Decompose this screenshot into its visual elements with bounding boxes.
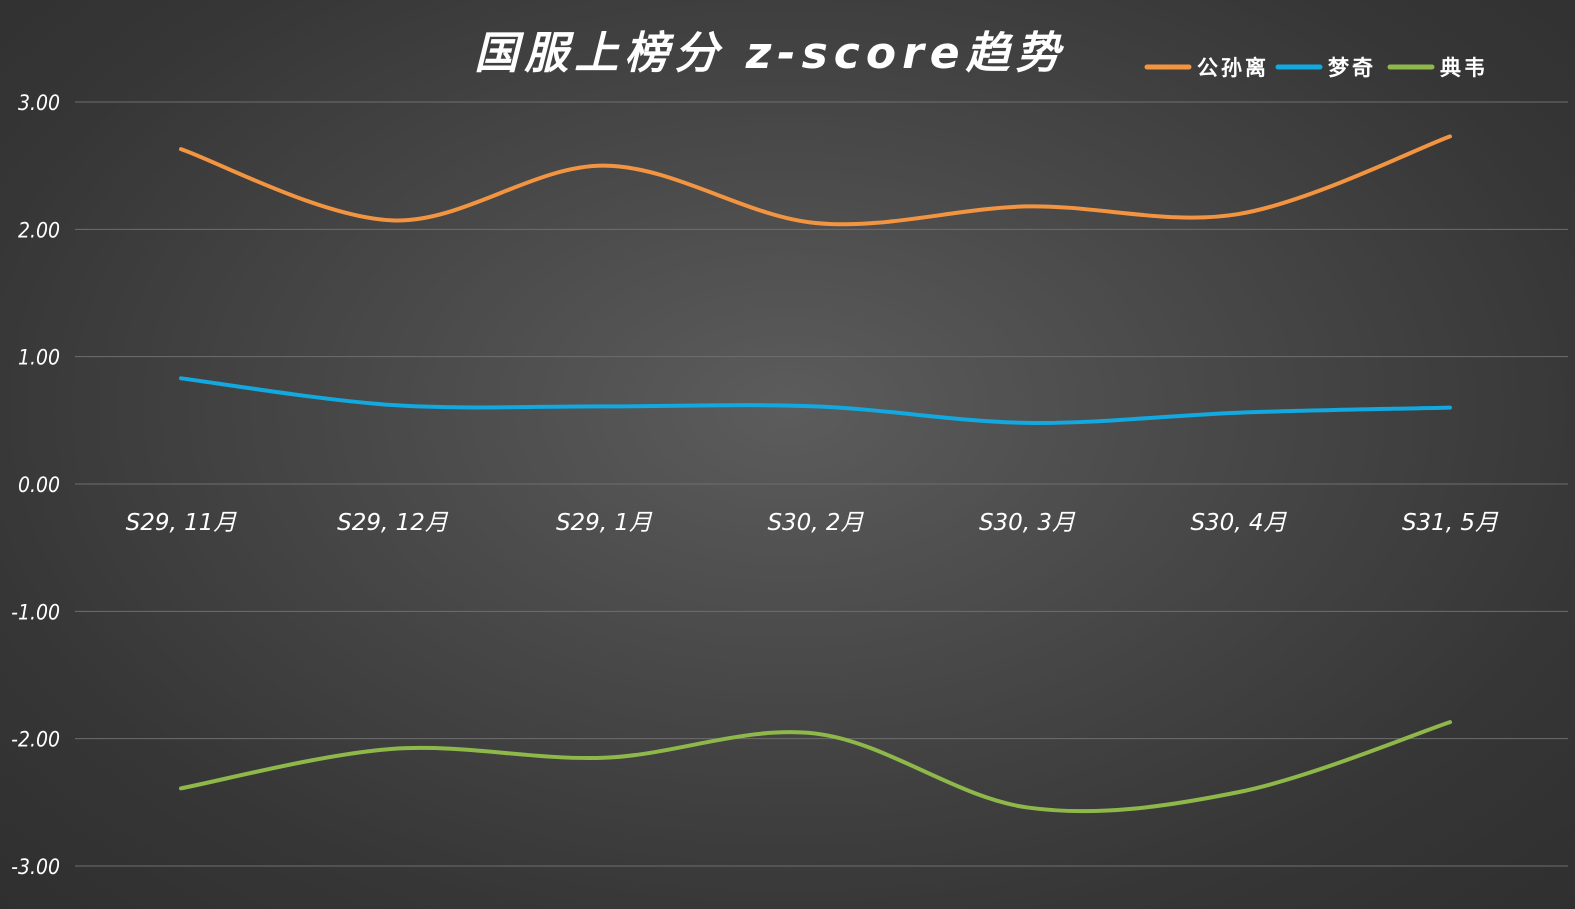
legend-label: 公孙离 bbox=[1197, 56, 1269, 80]
x-tick-label: S29, 11月 bbox=[126, 510, 238, 536]
x-tick-label: S30, 4月 bbox=[1190, 510, 1287, 536]
x-axis-ticks: S29, 11月 S29, 12月 S29, 1月 S30, 2月 S30, 3月 S30… bbox=[126, 510, 1499, 536]
gridlines bbox=[75, 101, 1568, 867]
x-tick-label: S30, 3月 bbox=[979, 510, 1076, 536]
chart-title: 国服上榜分 z-score趋势 bbox=[474, 28, 1065, 79]
series-line-0 bbox=[179, 134, 1452, 227]
legend-label: 梦奇 bbox=[1328, 56, 1376, 80]
x-tick-label: S29, 12月 bbox=[337, 510, 449, 536]
y-tick-label: 2.00 bbox=[18, 218, 60, 242]
series-line-1 bbox=[179, 376, 1452, 425]
y-tick-label: -2.00 bbox=[11, 728, 60, 752]
series-lines bbox=[179, 134, 1452, 814]
y-tick-label: -1.00 bbox=[11, 600, 60, 624]
x-tick-label: S29, 1月 bbox=[556, 510, 653, 536]
series-line-2 bbox=[179, 720, 1452, 814]
y-tick-label: 3.00 bbox=[18, 91, 60, 115]
x-tick-label: S31, 5月 bbox=[1402, 510, 1499, 536]
y-axis-ticks: 3.00 2.00 1.00 0.00 -1.00 -2.00 -3.00 bbox=[11, 91, 60, 879]
y-tick-label: 0.00 bbox=[18, 473, 60, 497]
legend-label: 典韦 bbox=[1440, 56, 1488, 80]
y-tick-label: 1.00 bbox=[18, 346, 60, 370]
y-tick-label: -3.00 bbox=[11, 855, 60, 879]
legend: 公孙离 梦奇 典韦 bbox=[1144, 56, 1488, 80]
x-tick-label: S30, 2月 bbox=[767, 510, 864, 536]
